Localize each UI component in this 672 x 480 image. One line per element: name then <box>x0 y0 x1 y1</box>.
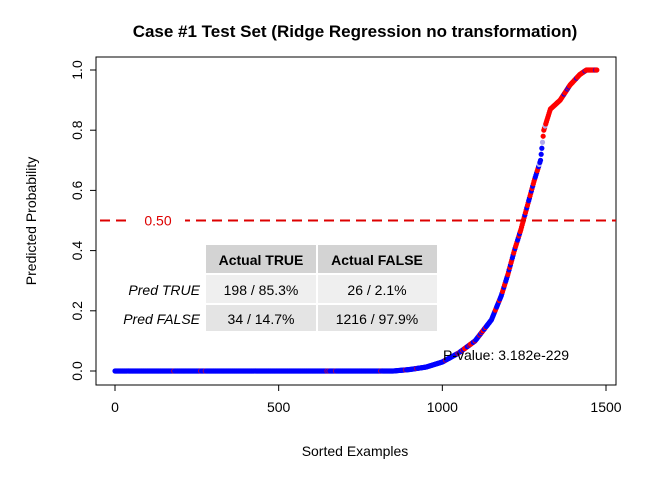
data-point <box>537 157 544 163</box>
data-point <box>539 145 545 151</box>
confusion-table: Actual TRUE Actual FALSE Pred TRUE 198 /… <box>123 245 437 331</box>
table-value-1-1: 198 / 85.3% <box>224 282 299 298</box>
x-axis: 0 500 1000 1500 <box>111 384 622 415</box>
threshold-label: 0.50 <box>144 213 171 229</box>
p-value-annotation: P-value: 3.182e-229 <box>443 347 569 363</box>
y-tick-label: 0.4 <box>69 241 85 261</box>
x-tick-label: 500 <box>267 399 291 415</box>
y-axis-label: Predicted Probability <box>23 157 39 285</box>
y-tick-label: 0.2 <box>69 301 85 321</box>
data-point <box>594 67 600 73</box>
table-cell-2-2 <box>318 305 437 331</box>
x-tick-label: 1000 <box>427 399 458 415</box>
threshold-label-background <box>130 210 185 231</box>
x-tick-label: 0 <box>111 399 119 415</box>
data-point <box>539 139 546 145</box>
y-tick-label: 1.0 <box>69 60 85 80</box>
x-axis-label: Sorted Examples <box>302 443 409 459</box>
table-cell-2-1 <box>206 305 316 331</box>
table-value-2-2: 1216 / 97.9% <box>336 311 419 327</box>
table-header-cell-1 <box>206 245 316 273</box>
x-tick-label: 1500 <box>590 399 621 415</box>
table-col-header-2: Actual FALSE <box>331 252 423 268</box>
y-tick-label: 0.6 <box>69 180 85 200</box>
table-cell-1-1 <box>206 275 316 303</box>
table-header-cell-2 <box>318 245 437 273</box>
table-value-1-2: 26 / 2.1% <box>347 282 406 298</box>
y-axis: 0.0 0.2 0.4 0.6 0.8 1.0 <box>69 60 97 381</box>
table-row-label-2: Pred FALSE <box>123 311 200 327</box>
table-cell-1-2 <box>318 275 437 303</box>
table-col-header-1: Actual TRUE <box>219 252 304 268</box>
data-points <box>112 67 600 374</box>
y-tick-label: 0.8 <box>69 120 85 140</box>
y-tick-label: 0.0 <box>69 361 85 381</box>
chart-title: Case #1 Test Set (Ridge Regression no tr… <box>133 22 578 41</box>
data-point <box>538 151 544 157</box>
data-point <box>540 133 546 139</box>
table-row-label-1: Pred TRUE <box>128 282 200 298</box>
table-value-2-1: 34 / 14.7% <box>228 311 295 327</box>
